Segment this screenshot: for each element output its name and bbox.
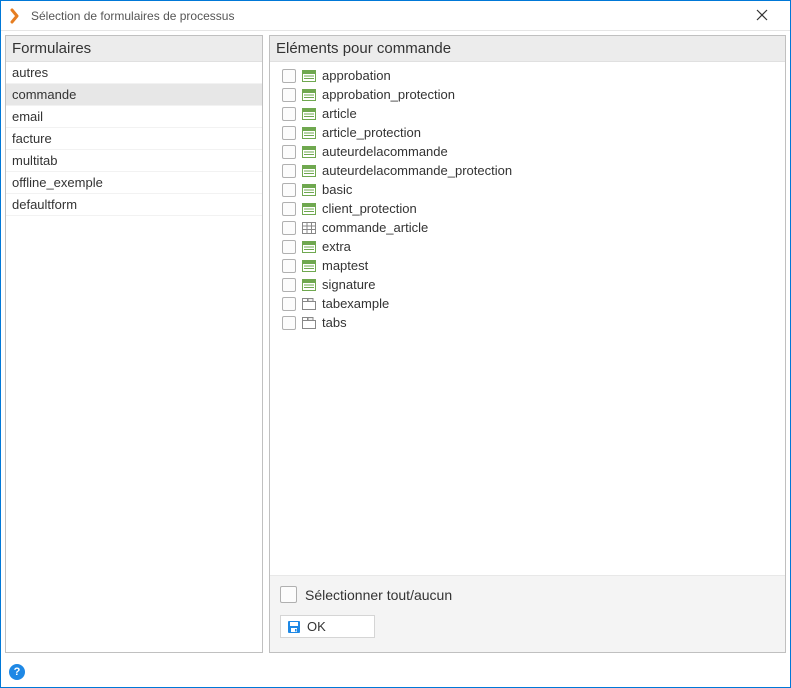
element-label: article bbox=[322, 106, 357, 121]
element-checkbox[interactable] bbox=[282, 164, 296, 178]
element-row: tabs bbox=[282, 313, 779, 332]
help-icon[interactable]: ? bbox=[9, 664, 25, 680]
element-checkbox[interactable] bbox=[282, 278, 296, 292]
element-checkbox[interactable] bbox=[282, 183, 296, 197]
elements-header: Eléments pour commande bbox=[270, 36, 785, 62]
element-checkbox[interactable] bbox=[282, 126, 296, 140]
tab-icon bbox=[302, 316, 316, 330]
save-icon bbox=[287, 620, 301, 634]
element-label: tabs bbox=[322, 315, 347, 330]
element-row: basic bbox=[282, 180, 779, 199]
element-label: extra bbox=[322, 239, 351, 254]
element-row: approbation_protection bbox=[282, 85, 779, 104]
element-label: client_protection bbox=[322, 201, 417, 216]
form-item[interactable]: commande bbox=[6, 84, 262, 106]
elements-list: approbation approbation_protectionarticle… bbox=[270, 62, 785, 575]
element-row: client_protection bbox=[282, 199, 779, 218]
element-row: commande_article bbox=[282, 218, 779, 237]
element-checkbox[interactable] bbox=[282, 145, 296, 159]
element-checkbox[interactable] bbox=[282, 297, 296, 311]
element-checkbox[interactable] bbox=[282, 88, 296, 102]
element-checkbox[interactable] bbox=[282, 316, 296, 330]
element-label: auteurdelacommande bbox=[322, 144, 448, 159]
close-icon[interactable] bbox=[742, 8, 782, 24]
select-all-label: Sélectionner tout/aucun bbox=[305, 587, 452, 603]
form-icon bbox=[302, 126, 316, 140]
element-row: signature bbox=[282, 275, 779, 294]
formulaires-header: Formulaires bbox=[6, 36, 262, 62]
tab-icon bbox=[302, 297, 316, 311]
element-label: article_protection bbox=[322, 125, 421, 140]
form-icon bbox=[302, 278, 316, 292]
select-all-row: Sélectionner tout/aucun bbox=[280, 586, 775, 603]
element-row: article_protection bbox=[282, 123, 779, 142]
ok-button[interactable]: OK bbox=[280, 615, 375, 638]
element-row: extra bbox=[282, 237, 779, 256]
dialog-window: Sélection de formulaires de processus Fo… bbox=[0, 0, 791, 688]
footer: ? bbox=[1, 657, 790, 687]
element-checkbox[interactable] bbox=[282, 221, 296, 235]
element-checkbox[interactable] bbox=[282, 240, 296, 254]
form-item[interactable]: facture bbox=[6, 128, 262, 150]
titlebar: Sélection de formulaires de processus bbox=[1, 1, 790, 31]
form-icon bbox=[302, 88, 316, 102]
element-row: approbation bbox=[282, 66, 779, 85]
form-icon bbox=[302, 183, 316, 197]
form-item[interactable]: autres bbox=[6, 62, 262, 84]
element-label: basic bbox=[322, 182, 352, 197]
form-icon bbox=[302, 69, 316, 83]
grid-icon bbox=[302, 221, 316, 235]
formulaires-panel: Formulaires autrescommandeemailfacturemu… bbox=[5, 35, 263, 653]
element-checkbox[interactable] bbox=[282, 107, 296, 121]
form-icon bbox=[302, 164, 316, 178]
element-checkbox[interactable] bbox=[282, 202, 296, 216]
content-area: Formulaires autrescommandeemailfacturemu… bbox=[1, 31, 790, 657]
ok-label: OK bbox=[307, 619, 326, 634]
form-icon bbox=[302, 202, 316, 216]
form-item[interactable]: multitab bbox=[6, 150, 262, 172]
element-label: maptest bbox=[322, 258, 368, 273]
form-item[interactable]: offline_exemple bbox=[6, 172, 262, 194]
element-checkbox[interactable] bbox=[282, 69, 296, 83]
form-icon bbox=[302, 259, 316, 273]
element-label: auteurdelacommande_protection bbox=[322, 163, 512, 178]
formulaires-list: autrescommandeemailfacturemultitabofflin… bbox=[6, 62, 262, 652]
app-icon bbox=[9, 8, 25, 24]
select-all-checkbox[interactable] bbox=[280, 586, 297, 603]
elements-panel: Eléments pour commande approbationapprob… bbox=[269, 35, 786, 653]
element-label: approbation bbox=[322, 68, 391, 83]
element-label: commande_article bbox=[322, 220, 428, 235]
form-item[interactable]: defaultform bbox=[6, 194, 262, 216]
window-title: Sélection de formulaires de processus bbox=[31, 9, 742, 23]
element-label: signature bbox=[322, 277, 375, 292]
element-row: auteurdelacommande bbox=[282, 142, 779, 161]
form-item[interactable]: email bbox=[6, 106, 262, 128]
element-checkbox[interactable] bbox=[282, 259, 296, 273]
form-icon bbox=[302, 107, 316, 121]
form-icon bbox=[302, 145, 316, 159]
bottom-area: Sélectionner tout/aucun OK bbox=[270, 575, 785, 652]
form-icon bbox=[302, 240, 316, 254]
element-label: tabexample bbox=[322, 296, 389, 311]
element-row: tabexample bbox=[282, 294, 779, 313]
element-label: approbation_protection bbox=[322, 87, 455, 102]
element-row: maptest bbox=[282, 256, 779, 275]
element-row: article bbox=[282, 104, 779, 123]
element-row: auteurdelacommande_protection bbox=[282, 161, 779, 180]
